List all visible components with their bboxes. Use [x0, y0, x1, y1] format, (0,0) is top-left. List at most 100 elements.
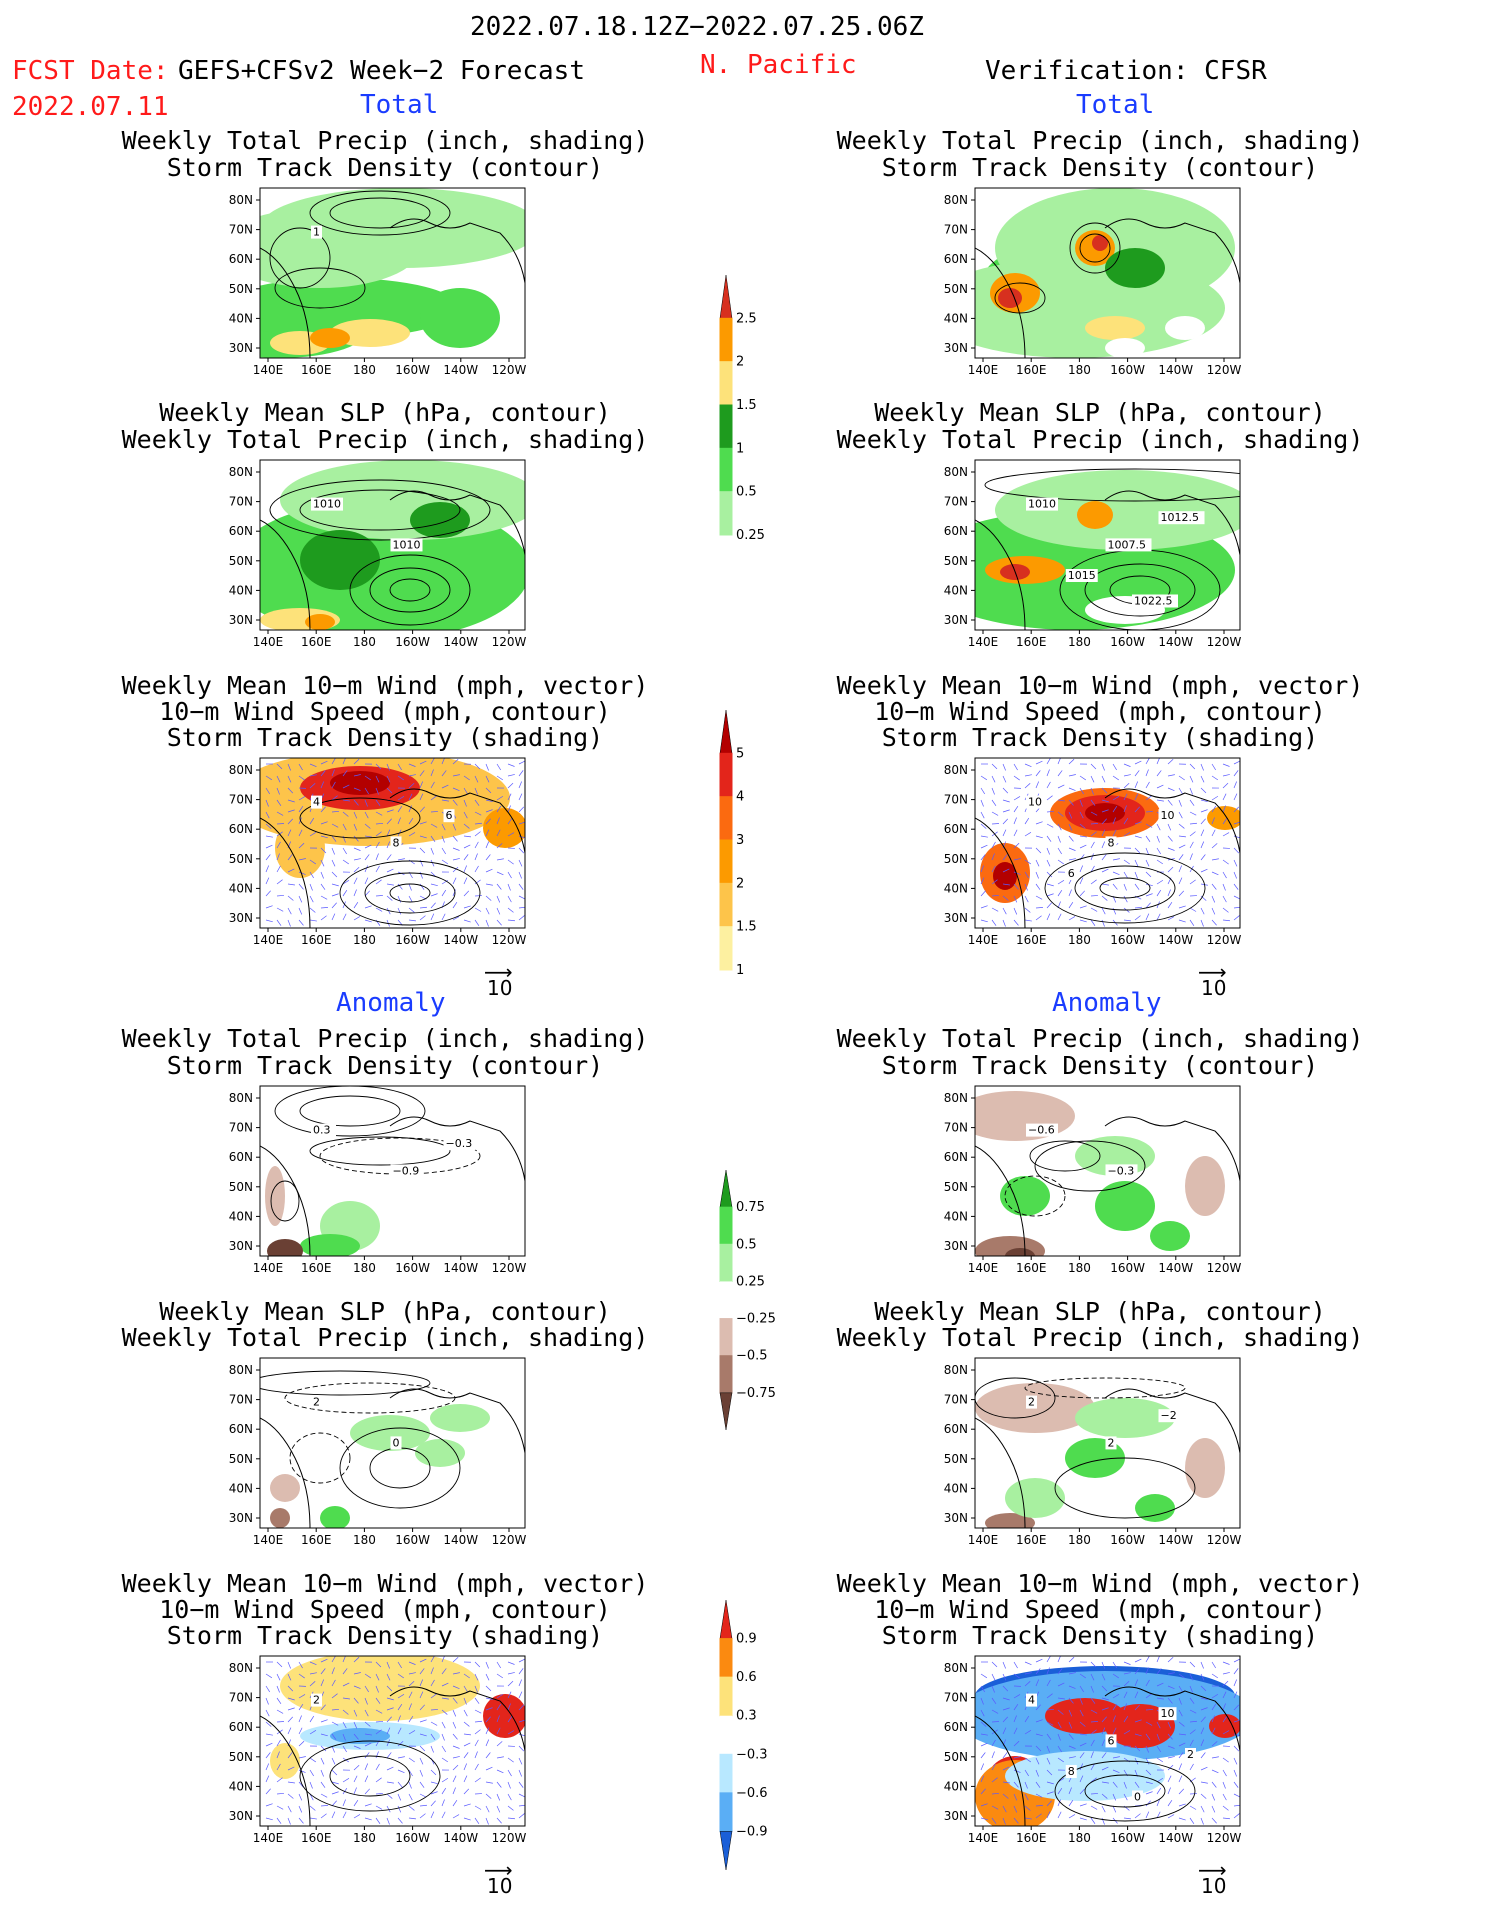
wind-vector [518, 895, 525, 900]
wind-vector [1090, 1739, 1095, 1747]
lon-tick-label: 160E [301, 1533, 332, 1547]
lon-tick-label: 180 [1068, 363, 1091, 377]
lat-tick-label: 70N [229, 1691, 253, 1705]
map-frame [259, 1357, 526, 1529]
wind-vector [507, 859, 514, 865]
lat-tick-label: 40N [229, 1209, 253, 1223]
lon-tick-label: 160E [301, 1261, 332, 1275]
map-frame [974, 757, 1241, 929]
lat-tick-label: 60N [229, 1150, 253, 1164]
wind-vector [991, 763, 998, 770]
wind-vector [1233, 883, 1239, 890]
lat-tick-label: 80N [229, 193, 253, 207]
contour-label-bg [1026, 795, 1044, 809]
wind-vector [1233, 1668, 1239, 1675]
wind-vector [1233, 871, 1237, 879]
wind-vector [1024, 871, 1029, 879]
colorbar-swatch [719, 1243, 733, 1282]
wind-vector [1189, 787, 1193, 795]
wind-vector [1211, 817, 1215, 825]
lon-tick-label: 160W [1110, 1261, 1145, 1275]
wind-vector [320, 1719, 328, 1723]
wind-vector [1013, 1793, 1018, 1801]
wind-vector [1222, 818, 1228, 825]
wind-vector [1189, 1729, 1196, 1735]
wind-vector [518, 1757, 523, 1765]
contour-label: 1010 [313, 498, 341, 511]
wind-vector [1211, 919, 1217, 926]
wind-vector [485, 1817, 489, 1825]
title-p4r-line2: Storm Track Density (contour) [881, 1051, 1319, 1080]
wind-vector [320, 1733, 328, 1737]
wind-vector [496, 858, 504, 861]
wind-vector [452, 1745, 460, 1749]
wind-vector [331, 871, 338, 878]
lat-tick-label: 80N [229, 1091, 253, 1105]
lon-tick-label: 160W [1110, 1533, 1145, 1547]
colorbar-swatch [719, 1792, 733, 1832]
wind-vector [265, 1775, 270, 1783]
lon-tick-label: 160E [1016, 1261, 1046, 1275]
wind-vector [1013, 1817, 1019, 1824]
lat-tick-label: 30N [229, 911, 253, 925]
wind-vector [386, 868, 394, 873]
wind-vector [1123, 1661, 1131, 1665]
wind-vector [1211, 871, 1219, 876]
lat-tick-label: 40N [229, 311, 253, 325]
wind-vector [342, 784, 350, 789]
contour-label-bg [1185, 1748, 1196, 1761]
wind-vector [1156, 1745, 1161, 1753]
wind-vector [1123, 883, 1127, 891]
wind-vector [1134, 760, 1142, 765]
wind-vector [496, 1693, 504, 1699]
wind-vector [1090, 1751, 1094, 1759]
shading-region [483, 808, 525, 848]
wind-vector [320, 1704, 326, 1711]
wind-vector [1002, 1805, 1007, 1813]
wind-vector [1101, 1707, 1109, 1711]
wind-vector [1079, 877, 1084, 885]
colorbar-swatch [719, 361, 733, 406]
wind-vector [386, 1781, 394, 1784]
colorbar-swatch [719, 882, 733, 928]
wind-vector [353, 877, 358, 885]
wind-vector [419, 1804, 427, 1807]
wind-vector [287, 763, 291, 771]
wind-vector [353, 1787, 357, 1795]
lat-tick-label: 40N [944, 1779, 968, 1793]
wind-vector [1222, 907, 1229, 913]
wind-vector [1035, 781, 1040, 789]
wind-vector [408, 907, 415, 913]
wind-vector [353, 858, 361, 861]
wind-vector [331, 859, 336, 867]
shading-region [260, 208, 420, 288]
wind-vector [496, 919, 502, 926]
wind-vector [430, 893, 438, 897]
wind-vector [1112, 805, 1118, 813]
wind-vector [980, 799, 984, 807]
lat-tick-label: 40N [944, 583, 968, 597]
wind-vector [1123, 782, 1130, 789]
wind-vector [353, 1775, 358, 1783]
wind-vector [452, 759, 459, 765]
lat-tick-label: 30N [229, 1511, 253, 1525]
wind-vector [419, 1668, 425, 1675]
wind-vector [419, 847, 426, 854]
wind-vector [364, 811, 369, 819]
wind-vector [342, 770, 348, 777]
wind-vector [1233, 760, 1240, 765]
wind-vector [1024, 774, 1032, 777]
shading-region [993, 862, 1017, 890]
wind-vector [1222, 1730, 1230, 1735]
wind-vector [474, 1673, 479, 1681]
wind-vector [265, 811, 270, 819]
title-p6l-line2: 10−m Wind Speed (mph, contour) [159, 1595, 611, 1624]
wind-vector [1090, 841, 1095, 849]
contour-line [329, 1755, 411, 1797]
wind-vector [980, 823, 987, 829]
wind-vector [1013, 907, 1018, 915]
wind-vector [452, 1764, 459, 1771]
wind-vector [452, 1657, 459, 1663]
wind-vector [1134, 806, 1140, 813]
wind-vector [1156, 1668, 1162, 1675]
